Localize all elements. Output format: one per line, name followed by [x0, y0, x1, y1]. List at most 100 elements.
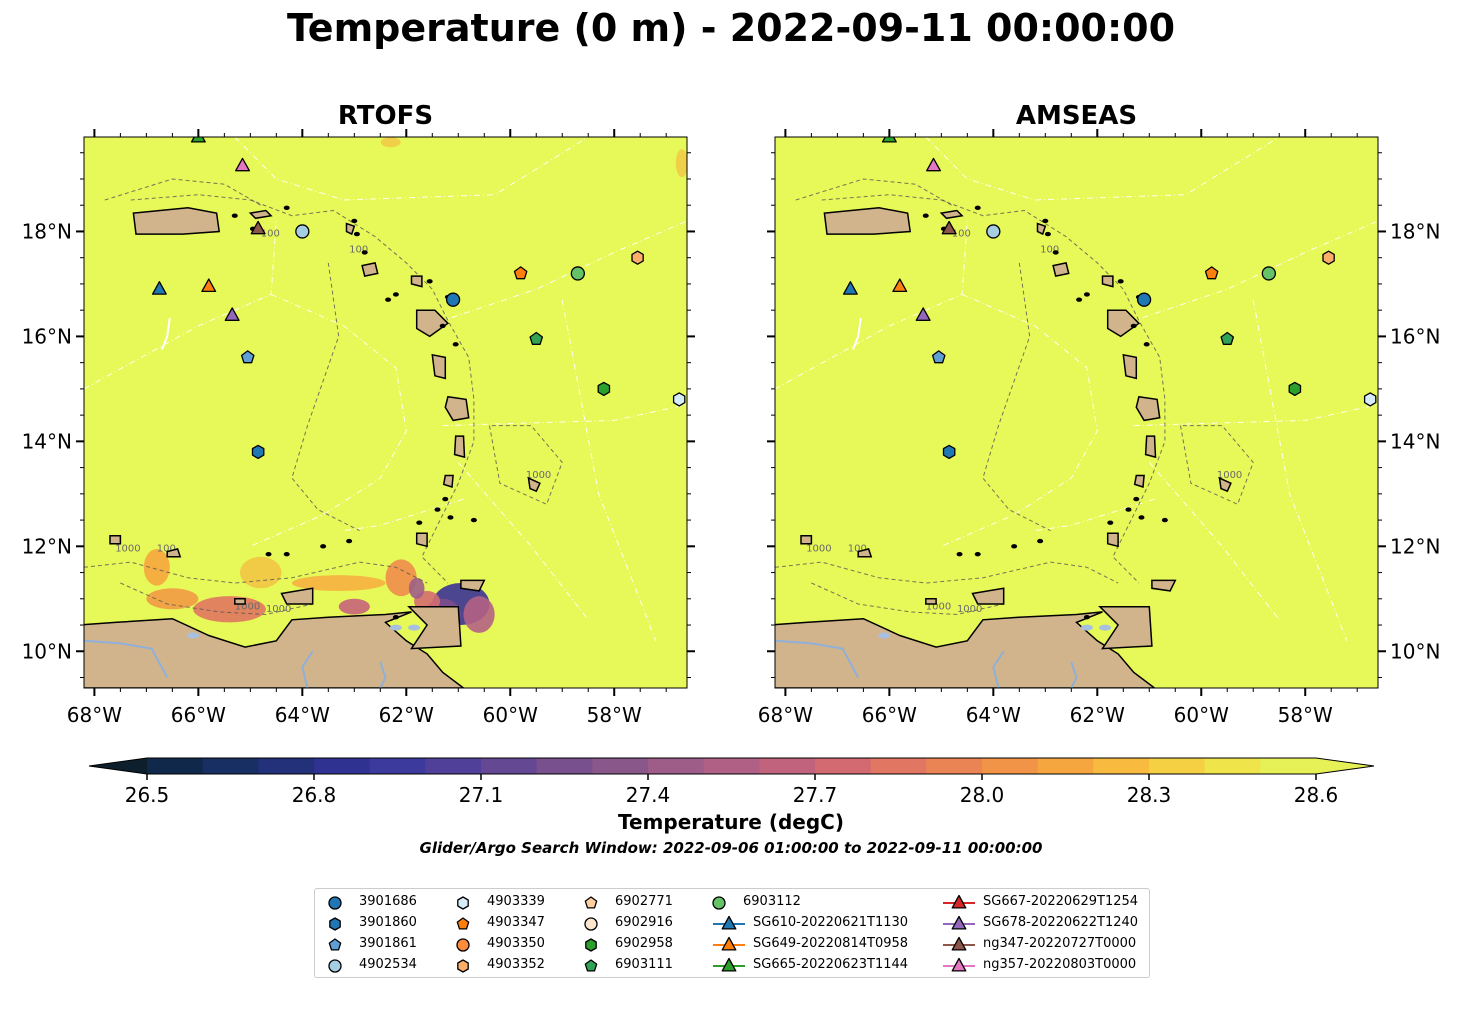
- bathymetry-contour: [291, 262, 360, 532]
- river: [379, 661, 387, 688]
- colorbar-tick-label: 28.3: [1127, 783, 1172, 807]
- small-island: [1125, 507, 1132, 512]
- legend-label: SG678-20220622T1240: [983, 915, 1139, 930]
- lat-tick-label: 18°N: [1390, 219, 1440, 243]
- lon-tick-label: 58°W: [587, 703, 642, 727]
- legend-label: 3901686: [359, 894, 417, 909]
- island: [925, 598, 937, 605]
- small-island: [361, 250, 368, 255]
- panel-title-amseas: AMSEAS: [1015, 101, 1138, 131]
- lat-tick-label: 10°N: [22, 639, 72, 663]
- island: [971, 587, 1005, 605]
- legend-marker: [328, 959, 342, 973]
- small-island: [283, 551, 290, 557]
- small-island: [265, 551, 272, 557]
- lon-tick-label: 64°W: [275, 703, 330, 727]
- eez-boundary: [775, 220, 968, 390]
- colorbar-tick-label: 27.1: [459, 783, 504, 807]
- legend-label: 6903112: [743, 894, 801, 909]
- legend-label: SG667-20220629T1254: [983, 894, 1139, 909]
- colorbar-segment: [759, 758, 816, 774]
- platform-marker: [445, 292, 461, 307]
- legend-marker: [712, 896, 726, 910]
- legend-marker: [713, 936, 745, 951]
- colorbar-segment: [536, 758, 593, 774]
- colorbar-segment: [815, 758, 872, 774]
- lake: [187, 632, 200, 639]
- legend-marker: [584, 896, 598, 909]
- eez-boundary: [250, 293, 407, 547]
- island: [857, 547, 873, 558]
- temperature-anomaly: [146, 588, 199, 610]
- colorbar-label: Temperature (degC): [618, 810, 844, 834]
- eez-boundary: [1133, 404, 1378, 427]
- legend-label: 4903339: [487, 894, 545, 909]
- map-frame: [774, 136, 1379, 689]
- colorbar-segment: [870, 758, 927, 774]
- legend-label: 6902958: [615, 936, 673, 951]
- colorbar-segment: [1149, 758, 1206, 774]
- lake: [408, 624, 421, 631]
- lon-tick-label: 60°W: [483, 703, 538, 727]
- small-island: [442, 496, 449, 502]
- eez-boundary: [561, 299, 657, 641]
- platform-marker: [892, 278, 908, 293]
- contour-label: 1000: [115, 544, 140, 555]
- island: [453, 435, 466, 459]
- platform-marker: [529, 331, 544, 345]
- legend-marker-shape: [721, 936, 737, 951]
- eez-boundary: [442, 404, 687, 427]
- legend-label: 4903347: [487, 915, 545, 930]
- island: [1122, 353, 1138, 380]
- legend-marker-shape: [328, 896, 342, 910]
- platform-marker: [1288, 381, 1302, 397]
- temperature-anomaly: [675, 149, 687, 178]
- lon-tick-label: 62°W: [1070, 703, 1125, 727]
- island: [1133, 474, 1145, 488]
- colorbar-segment: [703, 758, 760, 774]
- colorbar-segment: [982, 758, 1039, 774]
- colorbar-segment: [1037, 758, 1094, 774]
- small-island: [346, 538, 353, 544]
- lon-tick-label: 68°W: [758, 703, 813, 727]
- small-island: [1130, 323, 1137, 329]
- eez-boundary: [1148, 462, 1280, 621]
- eez-boundary: [457, 462, 589, 621]
- island: [1144, 435, 1157, 459]
- lake: [1080, 624, 1093, 631]
- temperature-anomaly: [239, 556, 282, 589]
- legend-marker-shape: [951, 894, 967, 909]
- island: [431, 353, 447, 380]
- platform-marker: [1136, 292, 1152, 307]
- platform-marker: [151, 281, 167, 295]
- small-island: [439, 323, 446, 329]
- legend-marker-shape: [721, 915, 737, 930]
- legend-marker-shape: [584, 917, 598, 931]
- glider-track: [852, 317, 862, 350]
- small-island: [447, 515, 454, 520]
- island: [1218, 476, 1232, 493]
- small-island: [1083, 292, 1090, 297]
- island: [234, 598, 246, 605]
- island: [415, 309, 450, 338]
- island: [823, 207, 912, 235]
- island: [345, 222, 356, 236]
- legend-marker: [713, 915, 745, 930]
- small-island: [922, 213, 929, 218]
- legend-marker-shape: [328, 959, 342, 973]
- island: [410, 275, 423, 288]
- bathymetry-contour: [982, 262, 1051, 532]
- eez-boundary: [941, 293, 1098, 547]
- platform-marker: [1220, 331, 1235, 345]
- small-island: [392, 614, 399, 620]
- colorbar-segment: [926, 758, 983, 774]
- contour-label: 1000: [235, 601, 260, 612]
- platform-marker: [1261, 266, 1276, 281]
- contour-label: 100: [848, 544, 867, 555]
- lake: [878, 632, 891, 639]
- island: [939, 209, 964, 220]
- island: [527, 476, 541, 493]
- platform-marker: [881, 137, 897, 143]
- legend-label: 3901860: [359, 915, 417, 930]
- legend-label: 4903350: [487, 936, 545, 951]
